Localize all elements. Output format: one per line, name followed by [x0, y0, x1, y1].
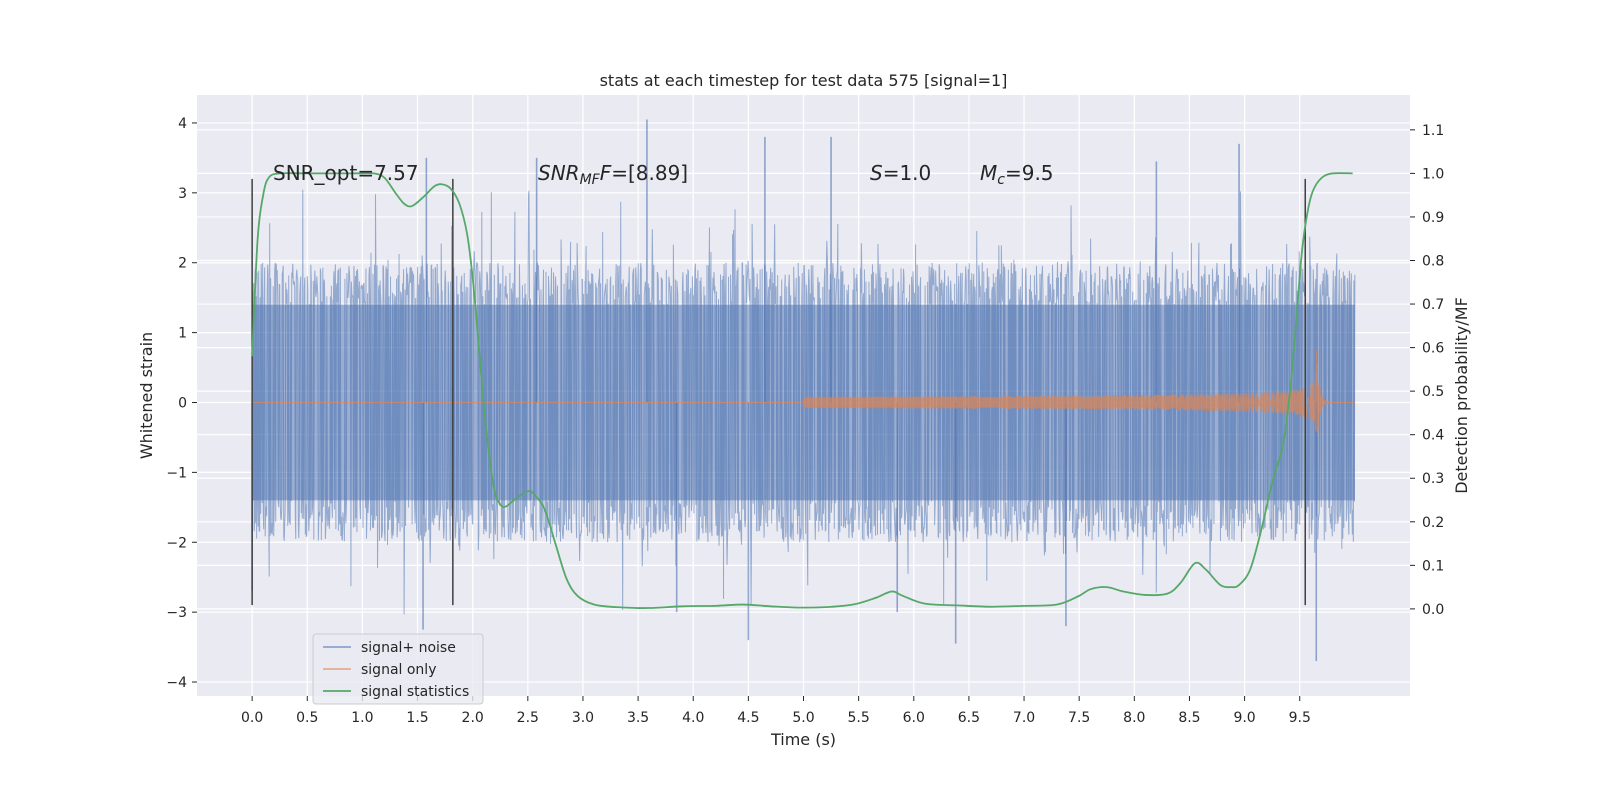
x-axis-label: Time (s): [770, 730, 836, 749]
y-right-tick-label: 0.4: [1422, 428, 1444, 444]
y-axis-ticks: 4 3 2 1 0 −1 −2 −3 −4: [166, 116, 197, 691]
series-signal-only: [252, 349, 1355, 435]
x-tick-label: 6.5: [958, 710, 980, 726]
x-tick-label: 6.0: [903, 710, 925, 726]
y-right-tick-label: 0.2: [1422, 515, 1444, 531]
annotation-snr-mf-symbol: SNR: [538, 161, 580, 185]
x-tick-label: 4.0: [682, 710, 704, 726]
x-tick-label: 2.0: [462, 710, 484, 726]
y-tick-label: 1: [178, 326, 187, 342]
y-right-tick-label: 0.7: [1422, 297, 1444, 313]
y-right-tick-label: 1.1: [1422, 123, 1444, 139]
signal-statistics-line: [251, 172, 1353, 609]
x-tick-label: 1.5: [406, 710, 428, 726]
annotation-mc: Mc=9.5: [980, 161, 1054, 188]
vertical-markers: [251, 178, 1306, 606]
x-tick-label: 0.5: [296, 710, 318, 726]
y-right-tick-label: 0.1: [1422, 558, 1444, 574]
y-tick-label: −1: [166, 465, 187, 481]
y-tick-label: −4: [166, 675, 187, 691]
legend: signal+ noise signal only signal statistic…: [312, 633, 484, 705]
annotation-mc-subscript: c: [997, 172, 1005, 188]
x-tick-label: 1.0: [351, 710, 373, 726]
y-tick-label: −3: [166, 605, 187, 621]
y-right-axis-label: Detection probability/MF: [1452, 297, 1471, 494]
x-tick-label: 7.5: [1068, 710, 1090, 726]
annotation-snr-opt: SNR_opt=7.57: [273, 161, 419, 185]
x-tick-label: 5.0: [792, 710, 814, 726]
y-right-tick-label: 0.9: [1422, 210, 1444, 226]
legend-label: signal only: [361, 662, 436, 678]
y-right-tick-label: 0.8: [1422, 253, 1444, 269]
y-tick-label: 0: [178, 395, 187, 411]
x-axis-ticks: 0.0 0.5 1.0 1.5 2.0 2.5 3.0 3.5 4.0 4.5 5.0 5.5 6.0 6…: [241, 696, 1311, 726]
annotation-mc-value: =9.5: [1005, 161, 1054, 185]
y-tick-label: 4: [178, 116, 187, 132]
x-tick-label: 0.0: [241, 710, 263, 726]
annotation-s-symbol: S: [870, 161, 883, 185]
x-tick-label: 8.5: [1178, 710, 1200, 726]
x-tick-label: 3.0: [572, 710, 594, 726]
y-tick-label: −2: [166, 535, 187, 551]
legend-label: signal+ noise: [361, 640, 456, 656]
y-tick-label: 3: [178, 186, 187, 202]
chart-title: stats at each timestep for test data 575…: [600, 71, 1008, 90]
x-tick-label: 9.5: [1289, 710, 1311, 726]
y-tick-label: 2: [178, 256, 187, 272]
y-right-tick-label: 0.0: [1422, 602, 1444, 618]
signal-only-line: [252, 349, 1355, 435]
annotation-mc-symbol: M: [980, 161, 997, 185]
annotation-snr-mf-value: =[8.89]: [611, 161, 688, 185]
y-right-tick-label: 0.5: [1422, 384, 1444, 400]
x-tick-label: 9.0: [1233, 710, 1255, 726]
legend-label: signal statistics: [361, 684, 469, 700]
x-tick-label: 4.5: [737, 710, 759, 726]
y-right-tick-label: 1.0: [1422, 166, 1444, 182]
y-right-tick-label: 0.6: [1422, 341, 1444, 357]
x-tick-label: 5.5: [848, 710, 870, 726]
y-right-axis-ticks: 1.1 1.0 0.9 0.8 0.7 0.6 0.5 0.4 0.3 0.2 0.1 0.0: [1410, 123, 1444, 618]
y-right-tick-label: 0.3: [1422, 471, 1444, 487]
x-tick-label: 8.0: [1123, 710, 1145, 726]
annotation-snr-mf: SNRMFF=[8.89]: [538, 161, 688, 188]
x-tick-label: 2.5: [517, 710, 539, 726]
annotation-s-value: =1.0: [883, 161, 932, 185]
annotation-s: S=1.0: [870, 161, 931, 185]
x-tick-label: 7.0: [1013, 710, 1035, 726]
legend-box: [312, 633, 484, 705]
y-axis-label: Whitened strain: [137, 332, 156, 459]
annotation-snr-mf-subscript: MF: [580, 172, 601, 188]
x-tick-label: 3.5: [627, 710, 649, 726]
series-signal-statistics: [251, 172, 1353, 609]
